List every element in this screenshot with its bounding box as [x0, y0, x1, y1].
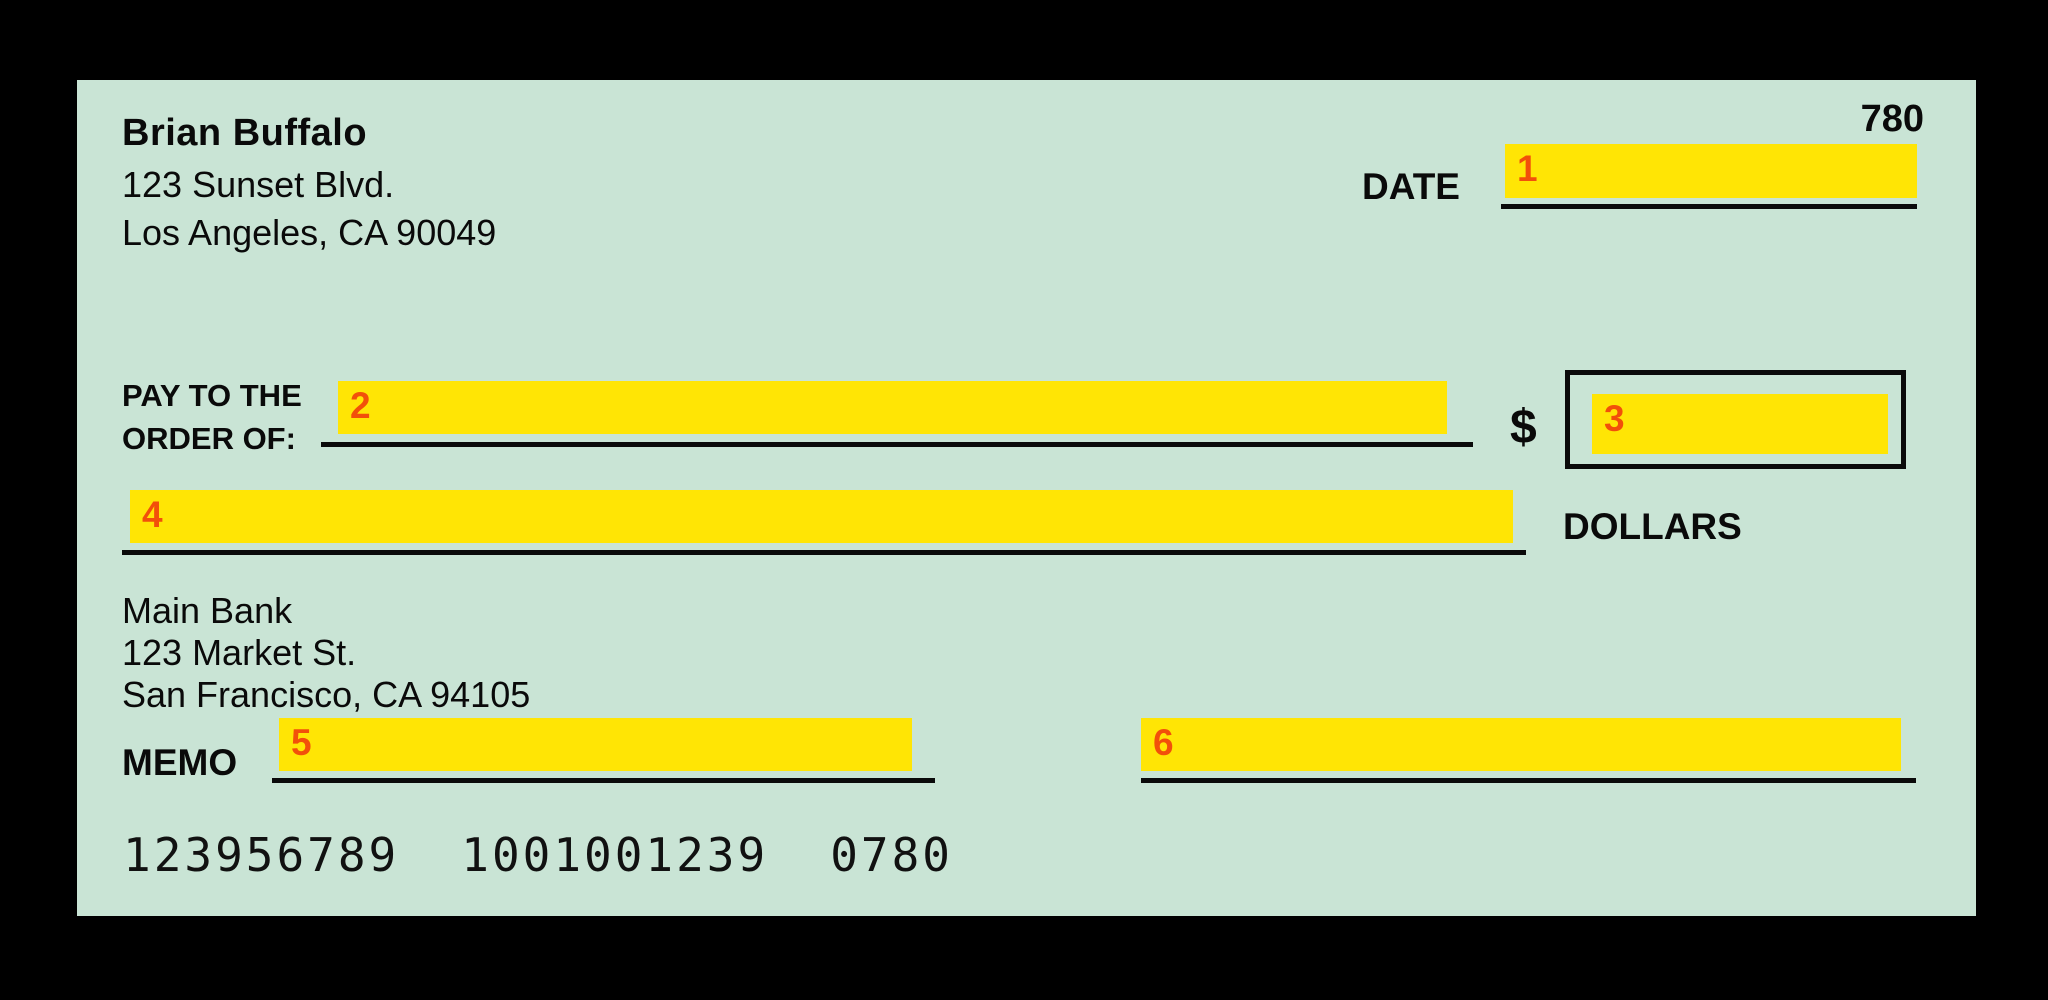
amount-words-line	[122, 550, 1526, 555]
date-line	[1501, 204, 1917, 209]
field-marker-2: 2	[350, 385, 371, 426]
memo-field-highlight[interactable]: 5	[279, 718, 912, 771]
payee-label: PAY TO THE ORDER OF:	[122, 374, 302, 460]
payer-address-line1: 123 Sunset Blvd.	[122, 164, 395, 205]
field-marker-6: 6	[1153, 722, 1174, 763]
amount-field-highlight[interactable]: 3	[1592, 394, 1888, 454]
field-marker-4: 4	[142, 494, 163, 535]
memo-label: MEMO	[122, 742, 238, 783]
signature-line	[1141, 778, 1916, 783]
check-number: 780	[1860, 98, 1924, 140]
micr-check-number: 0780	[830, 828, 953, 882]
amount-box: 3	[1565, 370, 1906, 469]
field-marker-5: 5	[291, 722, 312, 763]
micr-routing-number: 123956789	[123, 828, 400, 882]
dollars-label: DOLLARS	[1563, 506, 1742, 547]
field-marker-3: 3	[1604, 398, 1625, 439]
payee-field-highlight[interactable]: 2	[338, 381, 1447, 434]
payer-name: Brian Buffalo	[122, 112, 368, 154]
payee-label-line1: PAY TO THE	[122, 378, 302, 413]
amount-words-field-highlight[interactable]: 4	[130, 490, 1513, 543]
date-label: DATE	[1362, 166, 1460, 207]
payer-address-line2: Los Angeles, CA 90049	[122, 212, 497, 253]
payee-label-line2: ORDER OF:	[122, 421, 296, 456]
bank-name: Main Bank	[122, 590, 293, 631]
payee-line	[321, 442, 1473, 447]
memo-line	[272, 778, 935, 783]
micr-account-number: 1001001239	[461, 828, 769, 882]
signature-field-highlight[interactable]: 6	[1141, 718, 1901, 771]
check: Brian Buffalo 123 Sunset Blvd. Los Angel…	[77, 80, 1976, 916]
bank-address-line2: San Francisco, CA 94105	[122, 674, 531, 715]
field-marker-1: 1	[1517, 148, 1538, 189]
micr-line: 123956789 1001001239 0780	[123, 828, 953, 882]
dollar-sign: $	[1510, 401, 1537, 454]
bank-address-line1: 123 Market St.	[122, 632, 357, 673]
date-field-highlight[interactable]: 1	[1505, 144, 1917, 198]
